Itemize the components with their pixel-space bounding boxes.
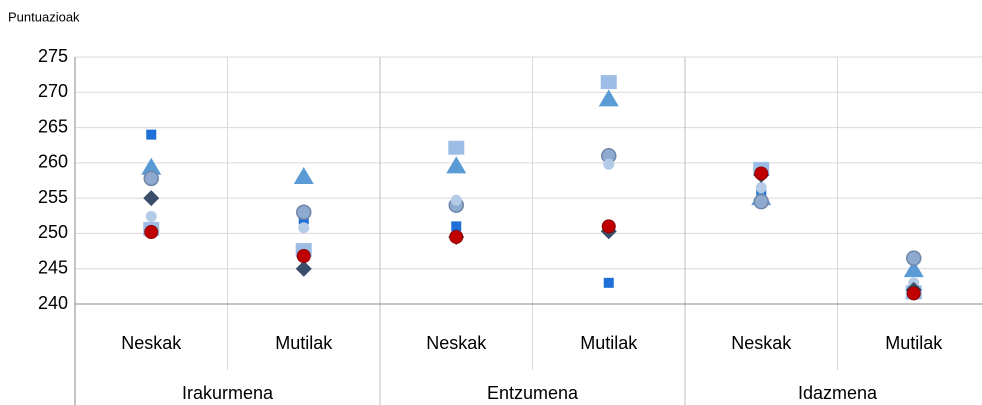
marker [143,190,160,207]
y-tick-label: 275 [38,46,68,66]
x-tick-label: Mutilak [885,333,943,353]
marker [141,157,162,175]
group-label: Irakurmena [182,383,274,403]
marker [449,229,464,244]
x-tick-label: Neskak [121,333,182,353]
group-label: Entzumena [487,383,579,403]
marker [293,166,314,184]
marker [296,249,311,264]
y-tick-label: 240 [38,293,68,313]
y-tick-label: 250 [38,222,68,242]
marker [903,260,924,278]
marker [144,225,159,240]
marker [754,166,769,181]
marker [598,89,619,107]
marker [451,221,462,232]
x-tick-label: Neskak [426,333,487,353]
marker [755,182,767,194]
group-label: Idazmena [798,383,878,403]
marker [603,277,614,288]
y-axis-label: Puntuazioak [8,9,80,24]
y-tick-label: 260 [38,152,68,172]
marker [446,156,467,174]
marker [600,75,617,90]
x-tick-label: Neskak [731,333,792,353]
marker [295,260,312,277]
y-tick-label: 255 [38,187,68,207]
marker [296,204,312,221]
marker [448,140,465,155]
x-tick-label: Mutilak [275,333,333,353]
marker [906,286,921,301]
y-tick-label: 265 [38,116,68,136]
marker [146,129,157,140]
x-tick-label: Mutilak [580,333,638,353]
y-tick-label: 270 [38,81,68,101]
marker [145,210,157,222]
y-tick-label: 245 [38,257,68,277]
marker [603,158,615,170]
marker [906,250,922,266]
marker [450,194,462,206]
marker [298,222,310,234]
marker [143,170,159,187]
marker [601,219,616,234]
marker [753,193,769,210]
